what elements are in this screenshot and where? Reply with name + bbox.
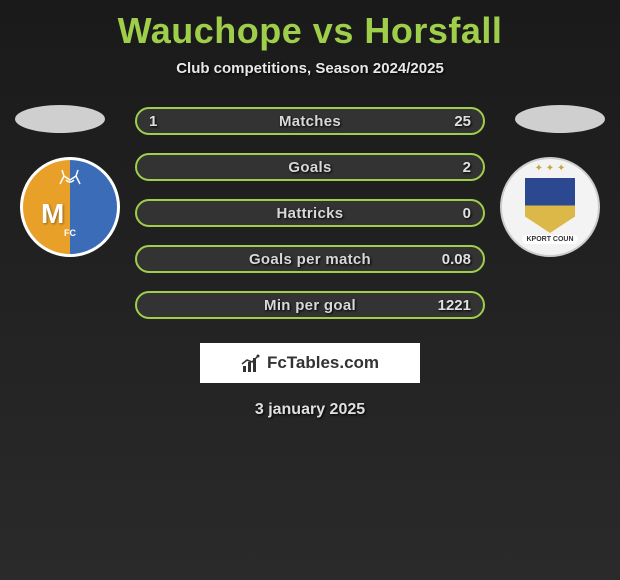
team-crest-left: M FC [20, 157, 120, 257]
stat-row-hattricks: Hattricks 0 [135, 199, 485, 227]
crest-right-badge: ✦ ✦ ✦ KPORT COUN [500, 157, 600, 257]
crest-right-shield [525, 178, 575, 233]
brand-box: FcTables.com [200, 343, 420, 383]
team-crest-right: ✦ ✦ ✦ KPORT COUN [500, 157, 600, 257]
stat-right-value: 1221 [438, 297, 471, 314]
date-label: 3 january 2025 [0, 401, 620, 419]
ellipse-left [15, 105, 105, 133]
stat-right-value: 0 [463, 205, 471, 222]
crest-right-banner: KPORT COUN [522, 235, 577, 244]
stats-container: 1 Matches 25 Goals 2 Hattricks 0 Goals p… [135, 107, 485, 319]
stag-icon [56, 166, 84, 192]
crest-left-letter: M [41, 198, 64, 230]
comparison-content: M FC ✦ ✦ ✦ KPORT COUN 1 Matches 25 Goals… [0, 107, 620, 419]
brand-text: FcTables.com [267, 353, 379, 373]
page-title: Wauchope vs Horsfall [0, 0, 620, 52]
stat-row-goals: Goals 2 [135, 153, 485, 181]
stat-right-value: 0.08 [442, 251, 471, 268]
stat-label: Min per goal [264, 297, 356, 314]
stat-row-gpm: Goals per match 0.08 [135, 245, 485, 273]
stat-right-value: 25 [454, 113, 471, 130]
stat-label: Matches [279, 113, 341, 130]
crest-flourish-icon: ✦ ✦ ✦ [535, 163, 566, 174]
crest-left-fc: FC [64, 228, 76, 238]
stat-left-value: 1 [149, 113, 157, 130]
stat-label: Goals [288, 159, 331, 176]
subtitle: Club competitions, Season 2024/2025 [0, 60, 620, 77]
stat-label: Goals per match [249, 251, 371, 268]
stat-row-mpg: Min per goal 1221 [135, 291, 485, 319]
stat-label: Hattricks [277, 205, 344, 222]
ellipse-right [515, 105, 605, 133]
stat-row-matches: 1 Matches 25 [135, 107, 485, 135]
stat-right-value: 2 [463, 159, 471, 176]
brand-chart-icon [241, 354, 263, 372]
crest-left-badge: M FC [20, 157, 120, 257]
